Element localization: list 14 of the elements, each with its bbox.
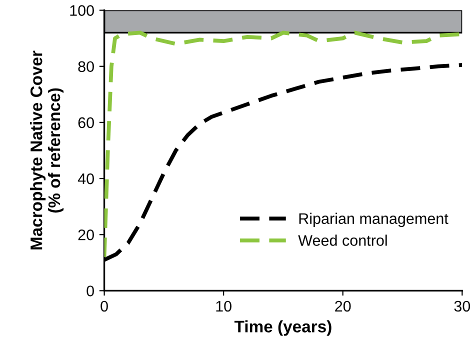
- x-tick-label: 30: [454, 300, 470, 312]
- x-axis-title: Time (years): [234, 320, 332, 336]
- y-tick-label: 20: [78, 229, 94, 240]
- y-axis-title: Macrophyte Native Cover (% of reference): [30, 50, 64, 250]
- y-tick-label: 80: [78, 61, 94, 72]
- y-tick-label: 100: [70, 5, 94, 16]
- y-tick-label: 0: [86, 286, 94, 296]
- y-tick-label: 60: [78, 117, 94, 128]
- legend-label: Riparian management: [299, 212, 448, 228]
- y-tick-label: 40: [78, 173, 94, 184]
- x-tick-label: 20: [335, 300, 351, 312]
- legend-label: Weed control: [298, 234, 387, 246]
- x-tick-label: 0: [100, 300, 108, 312]
- x-tick-label: 10: [216, 300, 232, 312]
